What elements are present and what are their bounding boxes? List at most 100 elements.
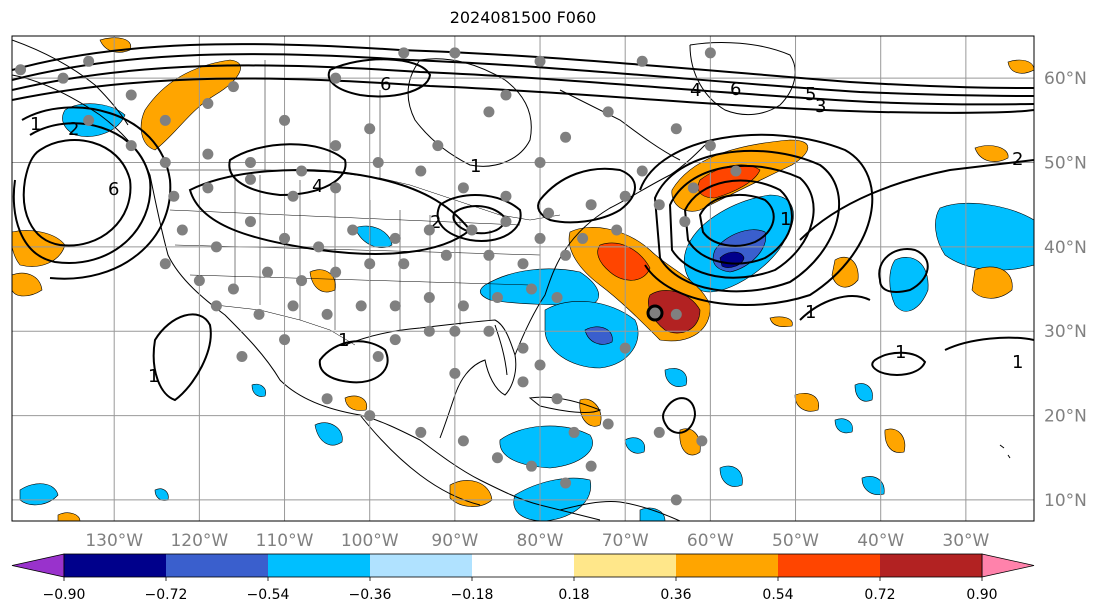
obs-point <box>330 266 342 278</box>
map-frame <box>11 35 1035 522</box>
obs-point <box>636 165 648 177</box>
anomaly-neg-13 <box>854 383 873 402</box>
obs-point <box>704 140 716 152</box>
obs-point <box>670 494 682 506</box>
lon-tick-label: 40°W <box>857 531 904 551</box>
contour-label: 4 <box>690 80 701 101</box>
obs-point <box>372 157 384 169</box>
contour-pacific-1 <box>22 139 132 247</box>
colorbar: −0.90 −0.72 −0.54 −0.36 −0.18 0.18 0.36 0.54 0.7… <box>11 553 1035 603</box>
obs-point <box>262 266 273 278</box>
contour-low-4 <box>653 149 841 293</box>
obs-point <box>619 190 631 202</box>
anomaly-neg-10 <box>314 422 343 446</box>
coast-east <box>514 144 706 356</box>
obs-point <box>330 72 342 84</box>
obs-point <box>687 182 699 194</box>
lon-tick-label: 100°W <box>341 531 399 551</box>
colorbar-tick-label: −0.18 <box>451 587 494 603</box>
obs-point <box>568 426 580 438</box>
obs-point <box>83 55 95 67</box>
obs-point <box>585 460 597 472</box>
contour-lines <box>12 43 1034 434</box>
lon-tick-label: 50°W <box>772 531 819 551</box>
obs-point <box>321 393 333 405</box>
obs-point <box>449 325 461 337</box>
coast-labrador <box>559 89 681 161</box>
obs-point <box>457 182 469 194</box>
anomaly-shading <box>12 37 1034 521</box>
anomaly-pos-14 <box>794 392 819 412</box>
contour-low-5 <box>639 133 874 306</box>
obs-point <box>517 342 529 354</box>
obs-point <box>125 140 137 152</box>
coast-greenland <box>689 42 796 116</box>
colorbar-tick-label: −0.90 <box>43 587 86 603</box>
anomaly-pos-9 <box>974 145 1009 162</box>
obs-point <box>500 216 512 228</box>
contour-low-1 <box>698 194 775 247</box>
highlight-marker <box>646 304 664 322</box>
obs-point <box>313 241 325 253</box>
anomaly-neg-18 <box>251 383 266 397</box>
lat-tick-label: 10°N <box>1044 491 1087 511</box>
contour-band-3 <box>12 64 1034 106</box>
obs-point <box>423 291 435 303</box>
anomaly-pos-13 <box>679 428 701 456</box>
anomaly-pos-6 <box>12 272 43 297</box>
contour-label: 1 <box>895 342 906 363</box>
colorbar-segment <box>676 554 778 577</box>
anomaly-pos-15 <box>884 428 906 453</box>
contour-atlantic-2 <box>878 248 929 293</box>
lon-tick-label: 90°W <box>431 531 478 551</box>
obs-point <box>202 97 214 109</box>
anomaly-pos-7 <box>971 266 1013 299</box>
obs-point <box>287 190 299 202</box>
coast-gulf <box>344 319 517 439</box>
obs-point <box>517 258 529 270</box>
contour-label: 1 <box>470 156 481 177</box>
obs-point <box>159 258 171 270</box>
obs-point <box>15 64 27 76</box>
contour-pacific-2 <box>12 122 152 265</box>
obs-point <box>253 308 265 320</box>
obs-point <box>483 249 495 261</box>
obs-point <box>730 165 742 177</box>
latitude-labels: 60°N 50°N 40°N 30°N 20°N 10°N <box>1044 69 1087 511</box>
colorbar-segment <box>370 554 472 577</box>
obs-point <box>696 435 708 447</box>
obs-point <box>653 426 665 438</box>
obs-point <box>159 157 171 169</box>
contour-label: 1 <box>30 114 41 135</box>
obs-point <box>526 283 538 295</box>
obs-point <box>389 334 401 346</box>
obs-point <box>202 182 214 194</box>
colorbar-outline <box>63 553 983 578</box>
obs-point <box>602 106 614 118</box>
colorbar-segment <box>472 554 574 577</box>
coast-florida <box>494 324 508 376</box>
coast-cuba <box>528 396 602 414</box>
obs-point <box>159 114 171 126</box>
lat-tick-label: 20°N <box>1044 407 1087 427</box>
contour-east-1 <box>537 167 636 224</box>
obs-point <box>423 325 435 337</box>
colorbar-segment <box>268 554 370 577</box>
contour-caribbean <box>662 397 697 434</box>
obs-point <box>398 47 410 59</box>
obs-point <box>168 190 180 202</box>
obs-point <box>432 140 444 152</box>
obs-point <box>500 190 512 202</box>
colorbar-tick-label: 0.18 <box>558 587 589 603</box>
colorbar-tick-label: −0.36 <box>349 587 392 603</box>
obs-point <box>210 241 222 253</box>
anomaly-pos-3 <box>140 59 241 151</box>
contour-atlantic-5 <box>871 351 927 376</box>
contour-labels: 6 5 4 3 2 1 1 1 1 1 2 4 6 2 1 1 6 1 <box>30 74 1023 387</box>
obs-point <box>244 216 256 228</box>
contour-label: 2 <box>430 212 441 233</box>
obs-point <box>83 114 95 126</box>
coast-central-america <box>359 414 481 506</box>
obs-point <box>227 283 239 295</box>
colorbar-tick-label: 0.36 <box>660 587 691 603</box>
